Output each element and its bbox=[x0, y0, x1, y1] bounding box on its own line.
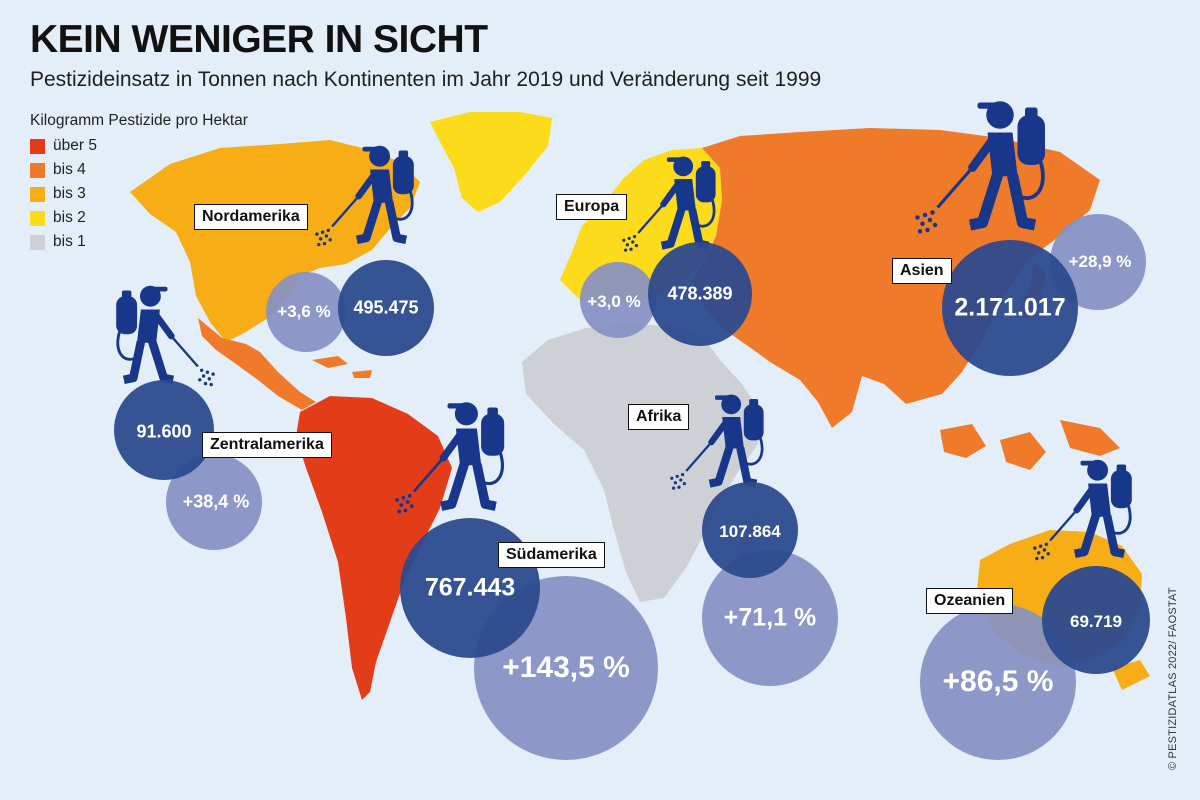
tonnage-bubble-central-america bbox=[114, 380, 214, 480]
legend-swatch bbox=[30, 186, 45, 202]
change-bubble-central-america bbox=[166, 454, 262, 550]
tonnage-bubble-north-america bbox=[338, 260, 434, 356]
legend-label: bis 4 bbox=[53, 161, 86, 178]
change-value-oceania: +86,5 % bbox=[942, 665, 1054, 698]
legend-label: bis 1 bbox=[53, 233, 86, 250]
change-bubble-africa bbox=[702, 550, 838, 686]
region-shape-central-america bbox=[198, 318, 316, 410]
legend-label: bis 3 bbox=[53, 185, 86, 202]
legend-swatch bbox=[30, 162, 45, 178]
change-bubble-north-america bbox=[266, 272, 346, 352]
tonnage-value-south-america: 767.443 bbox=[424, 573, 516, 602]
legend-title: Kilogramm Pestizide pro Hektar bbox=[30, 112, 248, 129]
legend-item: bis 4 bbox=[30, 158, 248, 182]
tonnage-bubble-oceania bbox=[1042, 566, 1150, 674]
region-shape-southeast-asia bbox=[940, 420, 1120, 470]
change-value-central-america: +38,4 % bbox=[182, 491, 250, 512]
region-label-asia: Asien bbox=[892, 258, 952, 284]
tonnage-value-asia: 2.171.017 bbox=[954, 293, 1066, 322]
change-value-africa: +71,1 % bbox=[723, 603, 817, 632]
legend-item: über 5 bbox=[30, 134, 248, 158]
legend-swatch bbox=[30, 210, 45, 226]
region-shape-africa bbox=[522, 324, 760, 602]
change-value-europe: +3,0 % bbox=[587, 292, 641, 311]
legend-swatch bbox=[30, 138, 45, 154]
tonnage-bubble-africa bbox=[702, 482, 798, 578]
source-credit: © PESTIZIDATLAS 2022/ FAOSTAT bbox=[1167, 587, 1179, 770]
tonnage-value-central-america: 91.600 bbox=[136, 421, 192, 442]
region-label-north-america: Nordamerika bbox=[194, 204, 308, 230]
tonnage-value-oceania: 69.719 bbox=[1070, 612, 1122, 631]
legend-swatch bbox=[30, 234, 45, 250]
tonnage-value-north-america: 495.475 bbox=[353, 297, 419, 318]
region-shape-north-america bbox=[130, 140, 420, 342]
region-label-central-america: Zentralamerika bbox=[202, 432, 332, 458]
legend-label: bis 2 bbox=[53, 209, 86, 226]
change-bubble-oceania bbox=[920, 604, 1076, 760]
legend-item: bis 2 bbox=[30, 206, 248, 230]
change-value-north-america: +3,6 % bbox=[277, 302, 331, 321]
tonnage-bubble-asia bbox=[942, 240, 1078, 376]
page-subtitle: Pestizideinsatz in Tonnen nach Kontinent… bbox=[30, 68, 822, 91]
page-title: KEIN WENIGER IN SICHT bbox=[30, 18, 488, 61]
change-value-asia: +28,9 % bbox=[1068, 252, 1132, 271]
region-label-africa: Afrika bbox=[628, 404, 690, 430]
change-value-south-america: +143,5 % bbox=[502, 651, 630, 684]
tonnage-bubble-europe bbox=[648, 242, 752, 346]
change-bubble-europe bbox=[580, 262, 656, 338]
region-label-south-america: Südamerika bbox=[498, 542, 605, 568]
legend: Kilogramm Pestizide pro Hektar über 5 bi… bbox=[30, 112, 248, 254]
region-shape-south-america bbox=[296, 396, 452, 700]
tonnage-value-europe: 478.389 bbox=[667, 283, 733, 304]
region-shape-greenland bbox=[430, 112, 552, 212]
region-label-europe: Europa bbox=[556, 194, 628, 220]
legend-item: bis 1 bbox=[30, 230, 248, 254]
region-shape-caribbean bbox=[312, 356, 372, 378]
legend-label: über 5 bbox=[53, 137, 97, 154]
region-label-oceania: Ozeanien bbox=[926, 588, 1014, 614]
tonnage-value-africa: 107.864 bbox=[719, 522, 781, 541]
legend-item: bis 3 bbox=[30, 182, 248, 206]
